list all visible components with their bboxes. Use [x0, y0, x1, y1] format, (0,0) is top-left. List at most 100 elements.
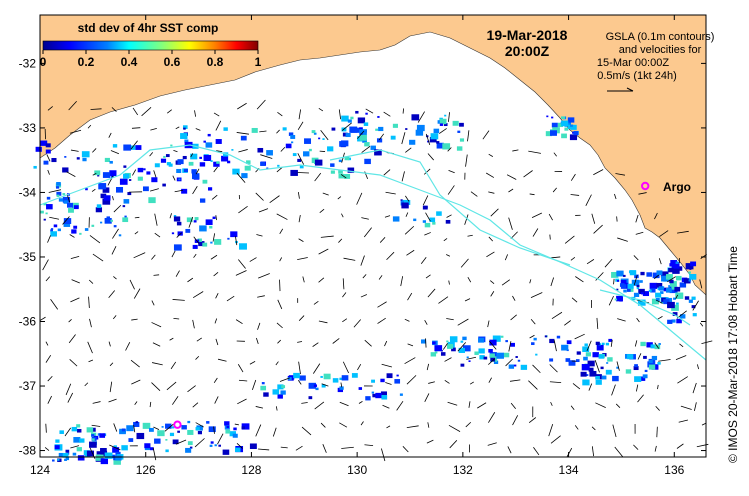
velocity-arrow [658, 359, 671, 362]
y-tick-label: -37 [19, 379, 37, 393]
sst-patch [97, 174, 100, 177]
velocity-arrow [320, 235, 334, 238]
sst-patch [611, 271, 619, 278]
velocity-arrow [257, 295, 265, 298]
velocity-arrow [312, 342, 319, 347]
velocity-arrow [166, 381, 177, 391]
sst-patch [191, 169, 197, 174]
velocity-arrow [298, 109, 302, 120]
sst-patch [330, 163, 335, 167]
velocity-arrow [91, 424, 101, 427]
velocity-arrow [194, 438, 205, 448]
sst-patch [323, 373, 331, 380]
colorbar-tick-label: 0.8 [207, 55, 224, 69]
velocity-arrow [297, 257, 308, 261]
sst-patch [113, 458, 121, 465]
velocity-arrow [322, 444, 327, 453]
velocity-arrow [134, 401, 138, 406]
sst-patch [225, 429, 231, 434]
sst-patch [650, 344, 656, 349]
sst-patch [646, 272, 652, 277]
sst-patch [176, 168, 182, 174]
sst-patch [227, 237, 230, 240]
velocity-arrow [338, 238, 343, 243]
velocity-arrow [425, 274, 431, 279]
sst-patch [576, 351, 581, 355]
sst-patch [181, 425, 187, 430]
velocity-arrow [167, 109, 172, 114]
velocity-arrow [529, 193, 535, 196]
sst-patch [52, 459, 55, 462]
colorbar-tick-label: 0.4 [121, 55, 138, 69]
velocity-arrow [424, 319, 428, 325]
velocity-arrow [508, 217, 513, 230]
velocity-arrow [487, 442, 497, 446]
velocity-arrow [338, 109, 342, 120]
velocity-arrow [213, 166, 218, 173]
sst-patch [421, 339, 427, 344]
velocity-arrow [357, 364, 362, 371]
sst-patch [601, 342, 605, 346]
sst-patch [566, 340, 572, 345]
velocity-arrow [364, 339, 372, 347]
sst-patch [45, 149, 51, 154]
velocity-arrow [87, 124, 92, 129]
sst-patch [148, 427, 154, 432]
velocity-arrow [259, 130, 267, 133]
velocity-arrow [448, 424, 461, 432]
velocity-arrow [405, 195, 410, 202]
velocity-arrow [361, 146, 371, 153]
sst-patch [642, 374, 648, 379]
velocity-arrow [340, 174, 347, 179]
sst-patch [192, 244, 198, 249]
velocity-arrow [318, 108, 324, 112]
velocity-arrow [363, 227, 372, 238]
sst-patch [575, 359, 580, 363]
velocity-arrow [215, 338, 219, 346]
velocity-arrow [192, 319, 195, 329]
velocity-arrow [67, 195, 71, 203]
velocity-arrow [131, 127, 141, 129]
velocity-arrow [277, 111, 283, 117]
sst-patch [104, 452, 113, 459]
sst-patch [668, 267, 674, 273]
velocity-arrow [575, 276, 584, 283]
velocity-arrow [505, 358, 513, 367]
sst-patch [347, 119, 352, 123]
sst-patch [172, 439, 179, 445]
sst-patch [81, 151, 90, 158]
sst-patch [299, 375, 306, 381]
sst-patch [365, 112, 368, 115]
sst-patch [102, 172, 111, 178]
velocity-arrow [361, 217, 369, 220]
sst-patch [234, 447, 241, 452]
sst-patch [195, 427, 200, 431]
velocity-arrow [402, 108, 404, 114]
sst-patch [184, 139, 189, 143]
sst-patch [631, 279, 640, 286]
velocity-arrow [342, 278, 345, 290]
velocity-arrow [614, 193, 617, 200]
velocity-arrow [449, 440, 458, 449]
sst-patch [122, 205, 126, 208]
sst-patch [218, 444, 221, 447]
sst-patch [621, 284, 627, 289]
sst-patch [115, 186, 124, 193]
velocity-arrow [676, 443, 684, 449]
velocity-arrow [151, 382, 161, 391]
velocity-arrow [396, 400, 404, 411]
velocity-arrow [422, 195, 429, 206]
sst-patch [365, 396, 371, 401]
velocity-arrow [112, 228, 119, 239]
velocity-arrow [360, 421, 364, 426]
sst-patch [62, 193, 66, 196]
velocity-arrow [84, 382, 89, 387]
sst-patch [442, 143, 451, 150]
sst-patch [517, 359, 521, 362]
x-axis: 124 126 128 130 132 134 136 [30, 15, 685, 477]
gsla-note-line3: 15-Mar 00:00Z [597, 57, 669, 69]
velocity-arrow [62, 216, 70, 225]
velocity-arrow [574, 425, 579, 430]
velocity-arrow [379, 237, 386, 243]
sst-patch [231, 149, 234, 151]
